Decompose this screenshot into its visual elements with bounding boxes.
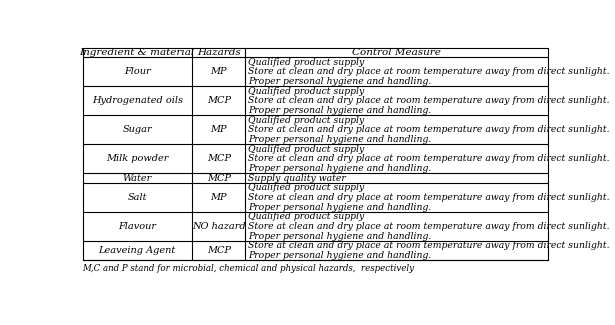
Text: Qualified product supply: Qualified product supply (248, 183, 364, 192)
Text: Salt: Salt (127, 193, 147, 202)
Text: Hazards: Hazards (197, 48, 240, 57)
Text: Store at clean and dry place at room temperature away from direct sunlight.: Store at clean and dry place at room tem… (248, 67, 609, 76)
Text: Qualified product supply: Qualified product supply (248, 116, 364, 125)
Text: MP: MP (210, 193, 227, 202)
Text: Qualified product supply: Qualified product supply (248, 213, 364, 221)
Text: Store at clean and dry place at room temperature away from direct sunlight.: Store at clean and dry place at room tem… (248, 241, 609, 251)
Text: MCP: MCP (207, 154, 231, 163)
Bar (82, 48, 548, 260)
Text: Qualified product supply: Qualified product supply (248, 87, 364, 96)
Text: MCP: MCP (207, 246, 231, 255)
Text: Proper personal hygiene and handling.: Proper personal hygiene and handling. (248, 251, 431, 260)
Text: MP: MP (210, 67, 227, 76)
Text: NO hazard: NO hazard (192, 222, 245, 231)
Text: Proper personal hygiene and handling.: Proper personal hygiene and handling. (248, 232, 431, 241)
Text: Proper personal hygiene and handling.: Proper personal hygiene and handling. (248, 106, 431, 115)
Text: MP: MP (210, 125, 227, 135)
Text: Leaveing Agent: Leaveing Agent (98, 246, 176, 255)
Text: Sugar: Sugar (122, 125, 152, 135)
Text: MCP: MCP (207, 97, 231, 105)
Text: MCP: MCP (207, 174, 231, 183)
Text: Water: Water (122, 174, 152, 183)
Text: Proper personal hygiene and handling.: Proper personal hygiene and handling. (248, 135, 431, 144)
Text: Proper personal hygiene and handling.: Proper personal hygiene and handling. (248, 203, 431, 212)
Text: Milk powder: Milk powder (106, 154, 169, 163)
Text: Store at clean and dry place at room temperature away from direct sunlight.: Store at clean and dry place at room tem… (248, 97, 609, 105)
Text: Store at clean and dry place at room temperature away from direct sunlight.: Store at clean and dry place at room tem… (248, 222, 609, 231)
Text: Supply quality water: Supply quality water (248, 174, 346, 183)
Text: Flour: Flour (124, 67, 151, 76)
Text: Ingredient & material: Ingredient & material (79, 48, 195, 57)
Text: Qualified product supply: Qualified product supply (248, 145, 364, 154)
Text: M,C and P stand for microbial, chemical and physical hazards,  respectively: M,C and P stand for microbial, chemical … (82, 264, 415, 273)
Text: Store at clean and dry place at room temperature away from direct sunlight.: Store at clean and dry place at room tem… (248, 154, 609, 163)
Text: Flavour: Flavour (118, 222, 156, 231)
Text: Proper personal hygiene and handling.: Proper personal hygiene and handling. (248, 164, 431, 173)
Text: Proper personal hygiene and handling.: Proper personal hygiene and handling. (248, 77, 431, 86)
Text: Store at clean and dry place at room temperature away from direct sunlight.: Store at clean and dry place at room tem… (248, 193, 609, 202)
Text: Store at clean and dry place at room temperature away from direct sunlight.: Store at clean and dry place at room tem… (248, 125, 609, 135)
Text: Hydrogenated oils: Hydrogenated oils (92, 97, 183, 105)
Text: Qualified product supply: Qualified product supply (248, 58, 364, 67)
Text: Control Measure: Control Measure (352, 48, 441, 57)
